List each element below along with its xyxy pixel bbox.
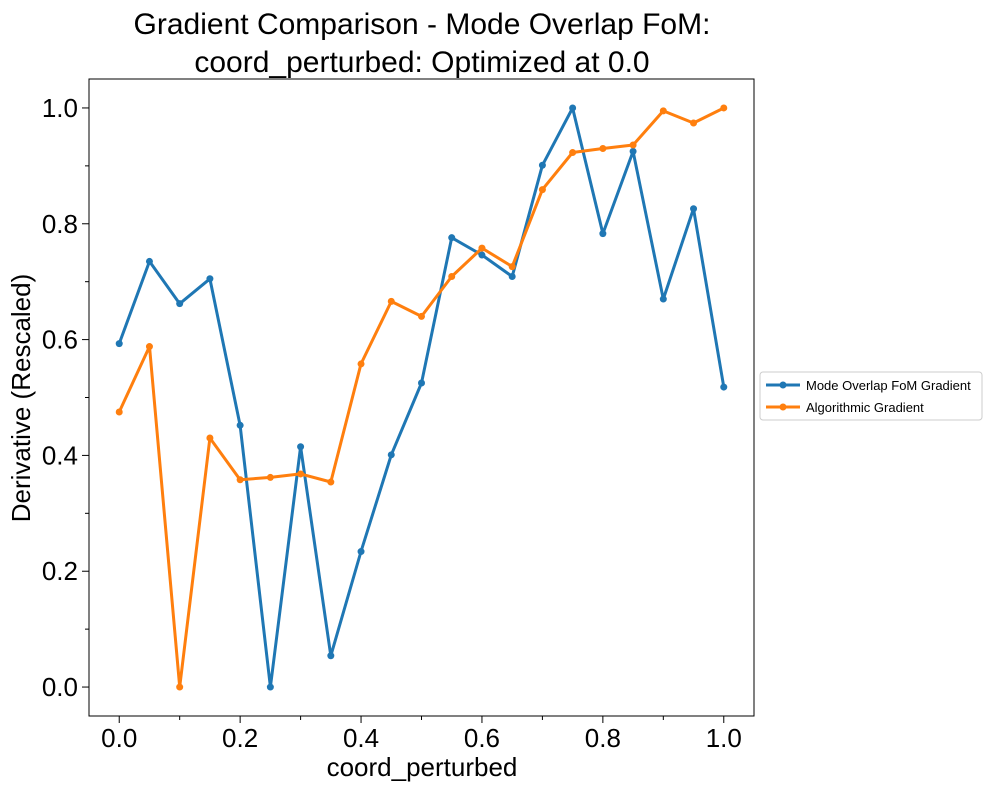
legend-marker-algorithmic (779, 403, 787, 411)
x-tick-label: 1.0 (706, 723, 742, 753)
data-point-series-1 (115, 408, 123, 416)
data-point-series-1 (176, 683, 184, 691)
data-point-series-1 (478, 244, 486, 252)
data-point-series-1 (236, 476, 244, 484)
series-line-1 (117, 106, 725, 689)
data-point-series-0 (690, 205, 698, 213)
series-layer (115, 104, 728, 691)
data-point-series-1 (297, 470, 305, 478)
y-axis-label: Derivative (Rescaled) (6, 274, 36, 523)
data-point-series-1 (357, 360, 365, 368)
legend-label-mode-overlap: Mode Overlap FoM Gradient (806, 378, 971, 393)
x-tick-label: 0.2 (222, 723, 258, 753)
data-point-series-0 (538, 161, 546, 169)
data-point-series-0 (236, 421, 244, 429)
y-tick-label: 0.6 (42, 325, 78, 355)
data-point-series-0 (418, 379, 425, 387)
data-point-series-1 (448, 272, 456, 280)
data-point-series-0 (448, 234, 456, 242)
data-point-series-1 (629, 141, 637, 149)
data-point-series-0 (266, 683, 274, 691)
data-point-series-1 (569, 149, 577, 157)
legend-marker-mode-overlap (779, 381, 787, 389)
data-point-series-1 (327, 478, 335, 486)
data-point-series-0 (176, 300, 184, 308)
y-tick-label: 0.0 (42, 672, 78, 702)
data-point-series-1 (690, 119, 698, 127)
x-tick-label: 0.0 (101, 723, 137, 753)
data-point-series-0 (357, 548, 365, 556)
data-point-series-1 (508, 263, 516, 271)
data-point-series-1 (599, 144, 607, 152)
data-point-series-0 (327, 652, 335, 660)
x-tick-label: 0.4 (343, 723, 379, 753)
x-tick-label: 0.6 (464, 723, 500, 753)
data-point-series-0 (478, 251, 486, 259)
x-axis-label: coord_perturbed (327, 752, 518, 782)
data-point-series-1 (145, 343, 153, 351)
y-tick-label: 0.8 (42, 209, 78, 239)
x-axis-ticks: 0.0 0.2 0.4 0.6 0.8 1.0 (101, 716, 742, 753)
chart-title-line-2: coord_perturbed: Optimized at 0.0 (194, 46, 649, 79)
data-point-series-1 (538, 186, 546, 194)
data-point-series-0 (115, 340, 123, 348)
data-point-series-0 (599, 230, 607, 238)
data-point-series-0 (206, 275, 214, 283)
data-point-series-0 (297, 443, 305, 451)
data-point-series-1 (659, 107, 667, 115)
data-point-series-0 (629, 147, 637, 155)
y-axis-ticks: 0.0 0.2 0.4 0.6 0.8 1.0 (42, 93, 89, 702)
y-tick-label: 0.4 (42, 440, 78, 470)
y-tick-label: 0.2 (42, 556, 78, 586)
data-point-series-1 (266, 473, 274, 481)
y-tick-label: 1.0 (42, 93, 78, 123)
data-point-series-1 (720, 104, 728, 112)
series-line-0 (117, 106, 726, 689)
legend-label-algorithmic: Algorithmic Gradient (806, 400, 924, 415)
data-point-series-0 (720, 383, 728, 391)
data-point-series-1 (418, 312, 425, 320)
data-point-series-0 (569, 104, 577, 112)
data-point-series-0 (659, 295, 667, 303)
data-point-series-0 (387, 451, 395, 459)
x-tick-label: 0.8 (585, 723, 621, 753)
data-point-series-0 (145, 257, 153, 265)
data-point-series-1 (206, 434, 214, 442)
chart-title-line-1: Gradient Comparison - Mode Overlap FoM: (134, 8, 711, 41)
data-point-series-1 (387, 297, 395, 305)
legend: Mode Overlap FoM Gradient Algorithmic Gr… (759, 371, 983, 421)
data-point-series-0 (508, 272, 516, 280)
legend-box (759, 371, 983, 421)
